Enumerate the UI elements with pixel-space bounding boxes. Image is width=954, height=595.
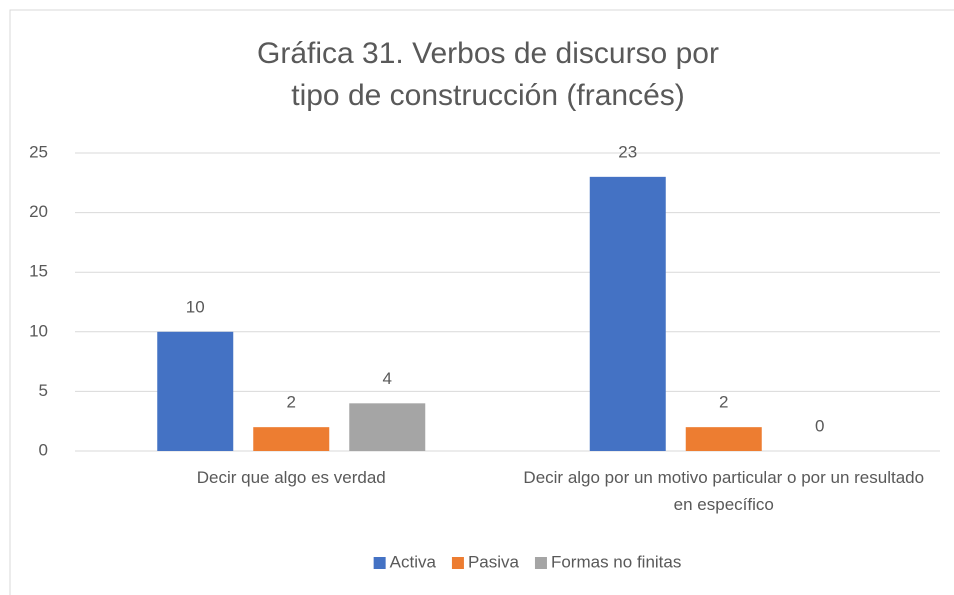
bar <box>685 427 762 451</box>
data-label: 2 <box>287 393 296 412</box>
y-tick-label: 25 <box>29 142 48 161</box>
y-tick-label: 10 <box>29 321 48 340</box>
legend-label: Activa <box>390 552 437 571</box>
data-label: 0 <box>815 416 824 435</box>
y-tick-label: 15 <box>29 262 48 281</box>
x-tick-label: Decir algo por un motivo particular o po… <box>523 468 924 514</box>
x-tick-label: Decir que algo es verdad <box>197 468 386 487</box>
bar <box>253 427 330 451</box>
data-label: 4 <box>383 369 392 388</box>
legend-label: Pasiva <box>468 552 520 571</box>
bar <box>589 176 666 451</box>
data-label: 2 <box>719 393 728 412</box>
legend-label: Formas no finitas <box>551 552 681 571</box>
y-tick-label: 5 <box>39 381 48 400</box>
bar <box>349 403 426 451</box>
chart-title: Gráfica 31. Verbos de discurso por tipo d… <box>257 37 719 112</box>
y-tick-label: 0 <box>39 440 48 459</box>
legend-swatch <box>534 557 547 569</box>
data-label: 23 <box>618 142 637 161</box>
y-tick-label: 20 <box>29 202 48 221</box>
bar <box>157 331 234 451</box>
legend-swatch <box>373 557 386 569</box>
chart-frame <box>9 9 954 595</box>
legend-swatch <box>451 557 464 569</box>
data-label: 10 <box>186 297 205 316</box>
